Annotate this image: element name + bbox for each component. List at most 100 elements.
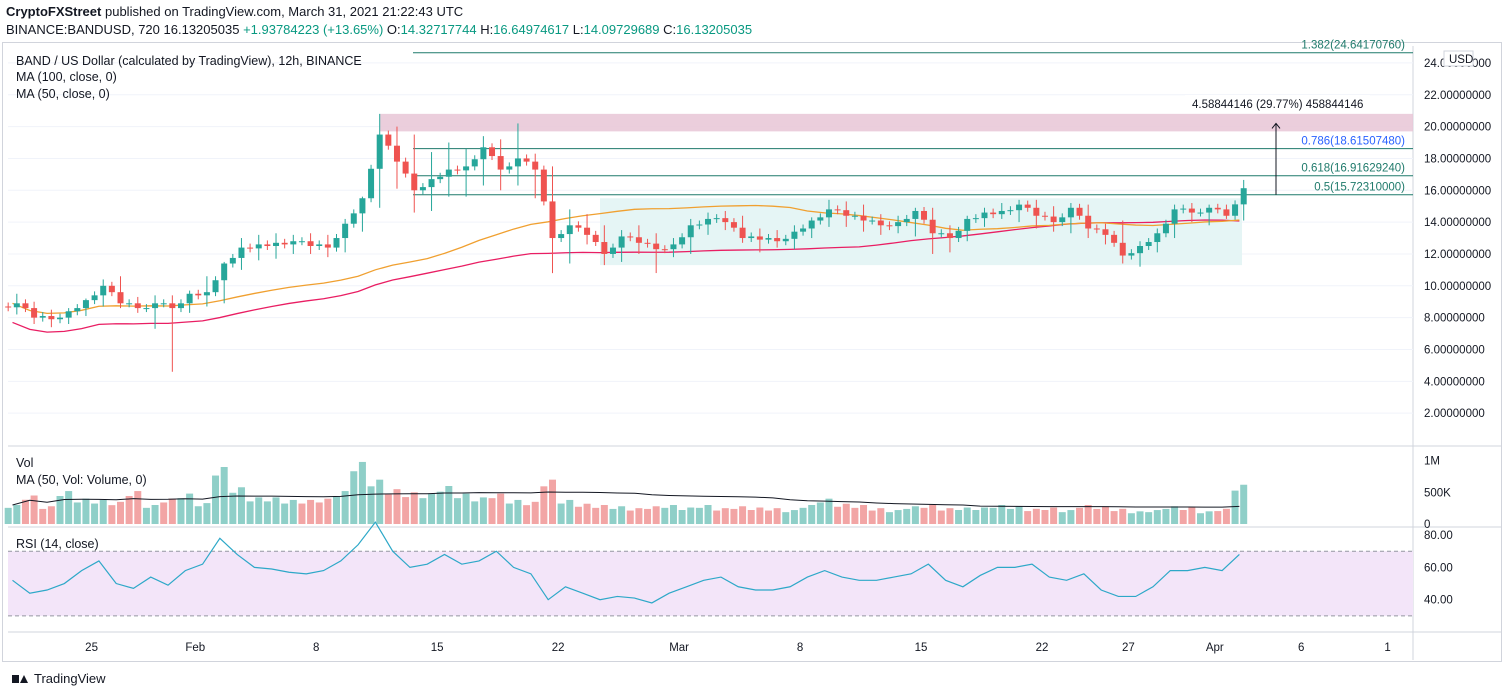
ma100-line [12,219,1240,333]
volume-bar [65,491,73,524]
candle [532,153,539,199]
candle-body [713,218,720,220]
candle [1154,228,1161,253]
candle-body [851,215,858,217]
volume-bar [825,498,833,524]
volume-bar [1188,507,1196,524]
candle-body [808,220,815,229]
candle [152,295,159,329]
price-tick: 4.00000000 [1424,376,1485,388]
time-tick: 15 [431,642,444,654]
volume-bar [82,498,90,524]
footer: TradingView [12,671,106,686]
volume-bar [4,507,12,524]
volume-bar [1076,507,1084,524]
volume-bar [281,503,289,524]
candle-body [1223,209,1230,216]
candle-body [679,237,686,245]
candle-body [117,292,124,304]
volume-bar [946,508,954,524]
volume-bar [125,496,133,524]
candle-body [48,316,55,320]
candle [972,214,979,223]
candle [791,225,798,250]
candle-body [247,247,254,249]
candle-body [523,158,530,162]
high-value: 16.64974617 [493,22,570,37]
candle-body [946,233,953,239]
volume-bar [168,498,176,524]
candle [722,210,729,231]
candle [1111,230,1118,247]
volume-bar [410,492,418,524]
candle [808,217,815,239]
candle-body [1102,229,1109,235]
candle-body [514,158,521,167]
candle-body [722,218,729,223]
volume-bar [358,461,366,524]
volume-bar [523,505,531,524]
volume-bar [99,499,107,524]
time-tick: 15 [915,642,928,654]
candle [342,218,349,253]
volume-bar [1145,512,1153,524]
volume-bar [56,496,64,524]
candle-body [929,219,936,234]
volume-bar [592,507,600,524]
candle-body [558,234,565,239]
candle [238,238,245,270]
candle [903,214,910,227]
volume-bar [30,495,38,524]
volume-bar [1067,510,1075,524]
candle [705,212,712,235]
volume-bar [505,503,513,524]
fib-label: 0.786(18.61507480) [1301,136,1405,148]
candle [428,152,435,211]
fib-label: 0.618(16.91629240) [1301,163,1405,175]
candle [895,215,902,234]
candle-body [1050,216,1057,223]
volume-bar [108,505,116,524]
candle-body [342,223,349,239]
candle-body [195,293,202,296]
candle-body [1240,188,1247,205]
candle [91,291,98,305]
candle-body [739,227,746,239]
candle [221,261,228,304]
candle-body [1128,253,1135,256]
volume-bar [1171,506,1179,524]
candle-body [1145,242,1152,246]
volume-bar [307,499,315,524]
candle [981,207,988,227]
volume-bar [903,508,911,524]
candle-body [445,169,452,177]
candle [627,232,634,242]
candle [1085,204,1092,239]
volume-bar [1024,511,1032,524]
volume-bar [583,503,591,524]
currency-badge[interactable]: USD [1443,50,1474,67]
candle [661,245,668,254]
candle [48,309,55,328]
candle [1188,203,1195,223]
candle-body [670,244,677,250]
volume-bar [367,486,375,524]
volume-bar [324,498,332,524]
candle [834,205,841,215]
candle [877,214,884,235]
candle-body [1232,204,1239,216]
volume-bar [1006,508,1014,524]
candle-body [1171,209,1178,224]
candle-body [437,176,444,180]
candle-body [635,237,642,243]
candle-body [57,317,64,320]
volume-bar [868,510,876,524]
candle [298,237,305,246]
candle [886,221,893,231]
chart-title: BAND / US Dollar (calculated by TradingV… [16,54,362,68]
volume-bar [998,505,1006,524]
candle-body [1206,207,1213,213]
volume-bar [972,510,980,524]
volume-bar [1032,508,1040,524]
